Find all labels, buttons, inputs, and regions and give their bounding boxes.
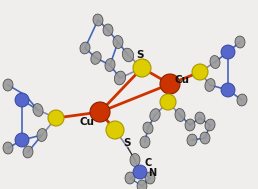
Circle shape bbox=[221, 45, 235, 59]
Ellipse shape bbox=[140, 136, 150, 148]
Ellipse shape bbox=[105, 59, 115, 71]
Text: N: N bbox=[148, 168, 156, 178]
Circle shape bbox=[15, 93, 29, 107]
Ellipse shape bbox=[108, 122, 122, 139]
Ellipse shape bbox=[23, 146, 33, 158]
Ellipse shape bbox=[130, 153, 140, 167]
Circle shape bbox=[90, 102, 110, 122]
Ellipse shape bbox=[145, 172, 155, 184]
Ellipse shape bbox=[187, 134, 197, 146]
Ellipse shape bbox=[3, 142, 13, 154]
Ellipse shape bbox=[237, 94, 247, 106]
Text: Cu: Cu bbox=[79, 117, 94, 127]
Ellipse shape bbox=[3, 79, 13, 91]
Circle shape bbox=[221, 83, 235, 97]
Circle shape bbox=[160, 74, 180, 94]
Text: Cu: Cu bbox=[174, 75, 189, 85]
Ellipse shape bbox=[205, 119, 215, 131]
Text: S: S bbox=[136, 50, 144, 60]
Ellipse shape bbox=[205, 79, 215, 91]
Ellipse shape bbox=[143, 122, 153, 134]
Text: C: C bbox=[144, 158, 152, 168]
Circle shape bbox=[133, 59, 151, 77]
Ellipse shape bbox=[114, 71, 126, 85]
Ellipse shape bbox=[93, 14, 103, 26]
Circle shape bbox=[48, 110, 64, 126]
Ellipse shape bbox=[80, 42, 90, 54]
Circle shape bbox=[15, 133, 29, 147]
Ellipse shape bbox=[103, 24, 113, 36]
Ellipse shape bbox=[125, 172, 135, 184]
Ellipse shape bbox=[137, 180, 147, 189]
Ellipse shape bbox=[150, 109, 160, 121]
Ellipse shape bbox=[235, 36, 245, 48]
Ellipse shape bbox=[195, 112, 205, 124]
Ellipse shape bbox=[122, 48, 134, 62]
Circle shape bbox=[192, 64, 208, 80]
Circle shape bbox=[133, 165, 147, 179]
Ellipse shape bbox=[135, 59, 149, 77]
Ellipse shape bbox=[200, 132, 210, 144]
Text: S: S bbox=[123, 138, 131, 148]
Ellipse shape bbox=[210, 56, 220, 68]
Ellipse shape bbox=[91, 52, 101, 64]
Circle shape bbox=[160, 94, 176, 110]
Ellipse shape bbox=[113, 36, 123, 49]
Ellipse shape bbox=[33, 104, 43, 116]
Ellipse shape bbox=[37, 129, 47, 141]
Ellipse shape bbox=[185, 119, 195, 131]
Ellipse shape bbox=[175, 108, 185, 122]
Circle shape bbox=[106, 121, 124, 139]
